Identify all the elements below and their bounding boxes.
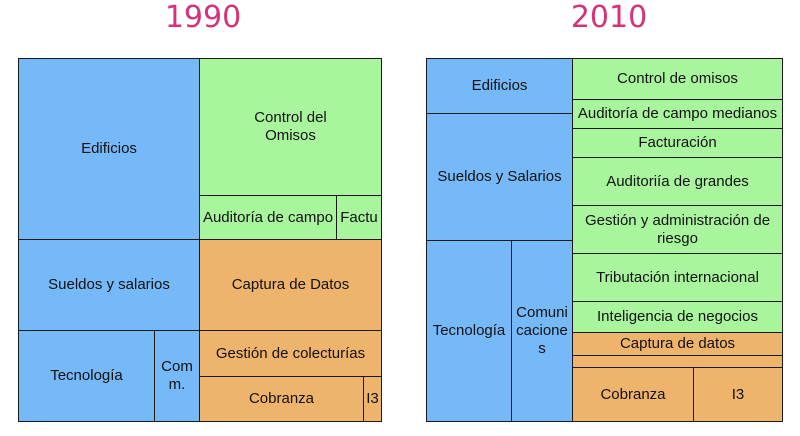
cell-tecnologia: Tecnología	[18, 330, 155, 422]
cell-inteligencia-2010: Inteligencia de negocios	[572, 301, 783, 333]
cell-sueldos-salarios-2010: Sueldos y Salarios	[426, 113, 573, 241]
cell-comunicaciones-2010: Comuni cacione s	[511, 240, 573, 422]
cell-i3: I3	[363, 376, 382, 422]
cell-gestion-colecturias: Gestión de colecturías	[199, 330, 382, 377]
cell-captura-datos: Captura de Datos	[199, 239, 382, 331]
cell-tecnologia-2010: Tecnología	[426, 240, 512, 422]
cell-auditoria-grandes-2010: Auditoriía de grandes	[572, 157, 783, 206]
cell-sueldos-salarios: Sueldos y salarios	[18, 239, 200, 331]
cell-tributacion-2010: Tributación internacional	[572, 253, 783, 302]
cell-factu: Factu	[336, 195, 382, 241]
cell-captura-datos-2010: Captura de datos	[572, 332, 783, 356]
cell-auditoria-medianos-2010: Auditoría de campo medianos	[572, 99, 783, 129]
cell-edificios: Edificios	[18, 58, 200, 240]
cell-control-omisos: Control del Omisos	[199, 58, 382, 196]
cell-cobranza-2010: Cobranza	[572, 367, 694, 422]
cell-cobranza: Cobranza	[199, 376, 364, 422]
cell-i3-2010: I3	[693, 367, 783, 422]
cell-control-omisos-2010: Control de omisos	[572, 58, 783, 100]
cell-comm: Com m.	[154, 330, 200, 422]
cell-edificios-2010: Edificios	[426, 58, 573, 114]
left-year-title: 1990	[164, 0, 242, 35]
cell-gestion-riesgo-2010: Gestión y administración de riesgo	[572, 205, 783, 254]
cell-auditoria-campo: Auditoría de campo	[199, 195, 337, 241]
cell-facturacion-2010: Facturación	[572, 128, 783, 158]
right-year-title: 2010	[570, 0, 648, 35]
